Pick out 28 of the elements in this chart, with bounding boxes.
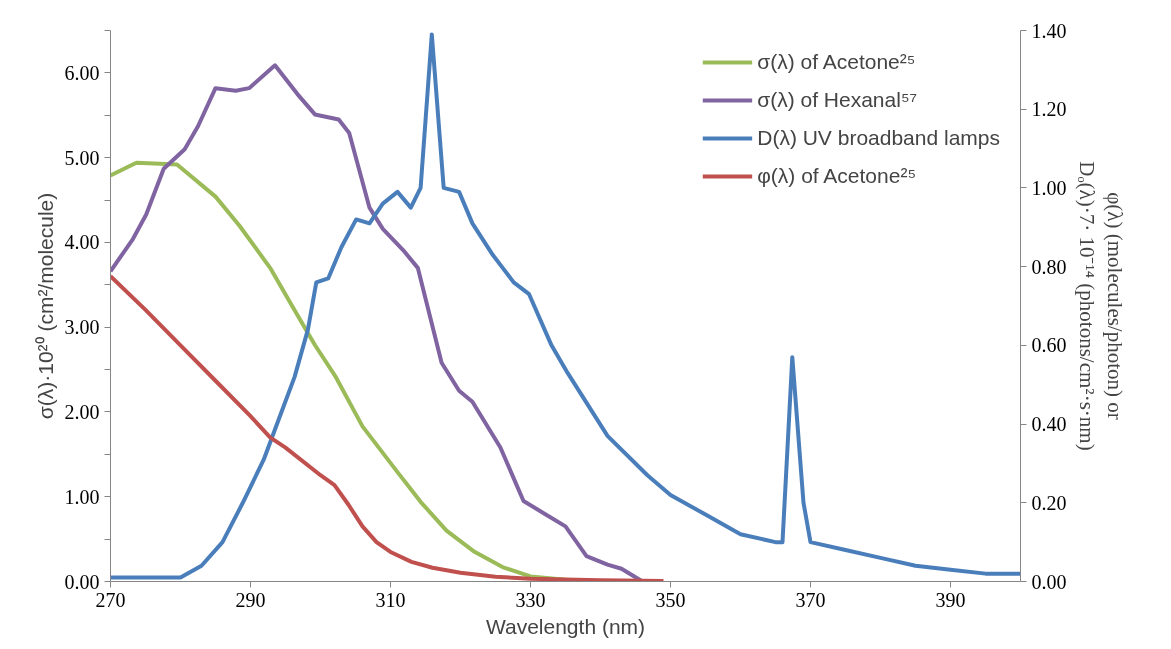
x-tick-label: 290 (235, 588, 266, 611)
y2-tick-label: 0.20 (1031, 491, 1067, 514)
x-axis-title: Wavelength (nm) (485, 614, 646, 638)
legend-label: D(λ) UV broadband lamps (757, 126, 1000, 150)
legend-label: σ(λ) of Hexanal⁵⁷ (757, 88, 918, 112)
y2-tick-label: 1.00 (1031, 176, 1067, 199)
y2-axis-title: φ(λ) (molecules/photon) or Dₒ(λ)·7· 10⁻¹⁴ (photons/cm²·s·nm) (1074, 161, 1128, 451)
y-tick-label: 5.00 (64, 146, 100, 169)
line-series (110, 274, 666, 582)
y-tick-label: 3.00 (64, 316, 100, 339)
y-tick-label: 4.00 (64, 231, 100, 254)
legend-label: φ(λ) of Acetone²⁵ (757, 164, 917, 188)
x-tick-label: 330 (515, 588, 546, 611)
y2-tick-label: 0.60 (1031, 334, 1067, 357)
x-tick-label: 390 (935, 588, 966, 611)
y2-tick-label: 0.80 (1031, 255, 1067, 278)
y2-tick-label: 1.20 (1031, 98, 1067, 121)
y2-tick-label: 0.00 (1031, 570, 1067, 593)
x-tick-label: 370 (795, 588, 826, 611)
y-tick-label: 1.00 (64, 485, 100, 508)
legend-label: σ(λ) of Acetone²⁵ (757, 50, 916, 74)
x-tick-label: 310 (375, 588, 406, 611)
x-tick-label: 350 (655, 588, 686, 611)
y2-tick-label: 1.40 (1031, 19, 1067, 42)
y-axis-title: σ(λ)·10²⁰ (cm²/molecule) (33, 192, 57, 420)
y-tick-label: 2.00 (64, 400, 100, 423)
y2-tick-label: 0.40 (1031, 413, 1067, 436)
y-tick-label: 6.00 (64, 61, 100, 84)
